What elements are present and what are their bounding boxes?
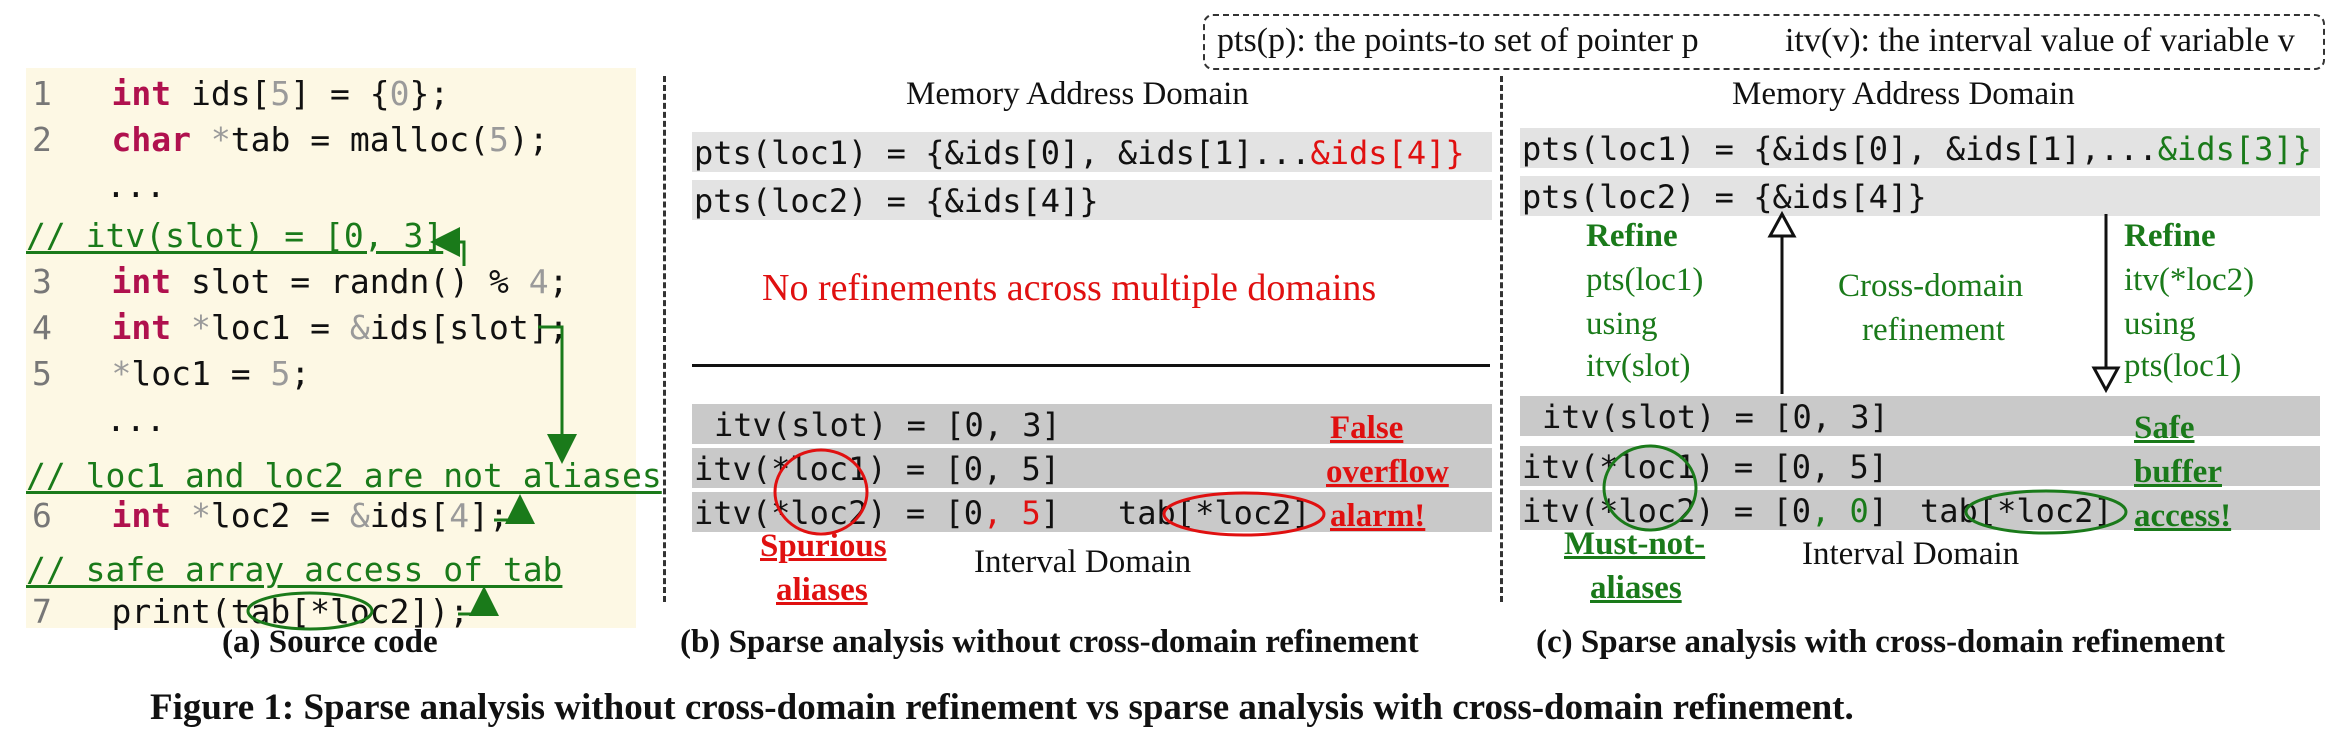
- c-refine-left-4: itv(slot): [1586, 348, 1691, 384]
- caption-b: (b) Sparse analysis without cross-domain…: [680, 624, 1419, 660]
- c-itv-loc1-bar: [1520, 446, 2320, 486]
- b-itv-slot-text: itv(slot) = [0, 3]: [714, 406, 1061, 444]
- b-itv-slot-bar: [692, 404, 1492, 444]
- c-cross-domain-2: refinement: [1862, 312, 2005, 348]
- c-itv-loc2-text: itv(*loc2) = [0, 0]: [1522, 492, 1889, 530]
- arrow-loc1-to-comment: [538, 325, 577, 464]
- c-interval-domain-title: Interval Domain: [1802, 536, 2020, 572]
- code-ellipsis-2: ...: [106, 400, 166, 439]
- b-false-alarm-2: overflow: [1326, 454, 1449, 490]
- c-must-not-1: Must-not-: [1564, 526, 1706, 562]
- c-refine-right-2: itv(*loc2): [2124, 262, 2255, 298]
- c-pts1-bar: [1520, 128, 2320, 168]
- b-memory-domain-title: Memory Address Domain: [906, 76, 1249, 112]
- c-must-not-2: aliases: [1590, 570, 1682, 606]
- c-itv-loc2-bar: [1520, 490, 2320, 530]
- c-cross-domain-1: Cross-domain: [1838, 268, 2024, 304]
- arrow-itv-slot: [430, 227, 466, 266]
- c-safe-access-3: access!: [2134, 498, 2232, 534]
- b-itv-loc2-text: itv(*loc2) = [0, 5]: [694, 494, 1061, 532]
- c-itv-slot-text: itv(slot) = [0, 3]: [1542, 398, 1889, 436]
- code-line-5: 5 *loc1 = 5;: [32, 354, 311, 393]
- code-comment-not-aliases: // loc1 and loc2 are not aliases: [26, 456, 662, 495]
- b-false-alarm-3: alarm!: [1330, 498, 1426, 534]
- c-itv-loc1-text: itv(*loc1) = [0, 5]: [1522, 448, 1889, 486]
- c-refine-left-3: using: [1586, 306, 1658, 342]
- ellipse-code-loc2: [246, 591, 374, 631]
- source-code-panel: 1 int ids[5] = {0}; 2 char *tab = malloc…: [26, 68, 662, 631]
- c-pts1-text: pts(loc1) = {&ids[0], &ids[1],...&ids[3]…: [1522, 130, 2312, 168]
- b-false-alarm-1: False: [1330, 410, 1404, 446]
- c-refine-right-3: using: [2124, 306, 2196, 342]
- code-line-1: 1 int ids[5] = {0};: [32, 74, 450, 113]
- c-memory-domain-title: Memory Address Domain: [1732, 76, 2075, 112]
- legend-pts: pts(p): the points-to set of pointer p: [1217, 22, 1699, 59]
- legend-box: pts(p): the points-to set of pointer p i…: [1203, 14, 2325, 70]
- code-line-4: 4 int *loc1 = &ids[slot];: [32, 308, 569, 347]
- separator-b-c: [1500, 76, 1503, 602]
- b-itv-loc2-bar: [692, 492, 1492, 532]
- c-refine-right-4: pts(loc1): [2124, 348, 2242, 384]
- code-ellipsis-1: ...: [106, 166, 166, 205]
- b-spurious-label-2: aliases: [776, 572, 868, 608]
- b-pts1-text: pts(loc1) = {&ids[0], &ids[1]...&ids[4]}: [694, 134, 1465, 172]
- code-comment-itv-slot: // itv(slot) = [0, 3]: [26, 216, 444, 255]
- ellipse-b-spurious: [773, 448, 869, 536]
- b-interval-domain-title: Interval Domain: [974, 544, 1192, 580]
- code-line-6: 6 int *loc2 = &ids[4];: [32, 496, 509, 535]
- c-refine-left-2: pts(loc1): [1586, 262, 1704, 298]
- legend-itv: itv(v): the interval value of variable v: [1785, 22, 2295, 59]
- caption-a: (a) Source code: [222, 624, 438, 660]
- ellipse-c-must-not: [1602, 444, 1698, 532]
- b-pts1-bar: [692, 132, 1492, 172]
- c-pts2-bar: [1520, 176, 2320, 216]
- figure-caption: Figure 1: Sparse analysis without cross-…: [150, 687, 1854, 728]
- arrow-c-down-head: [2091, 366, 2121, 394]
- code-comment-safe-access: // safe array access of tab: [26, 550, 563, 589]
- c-refine-right-1: Refine: [2124, 218, 2216, 254]
- arrow-loc2-to-comment: [494, 494, 535, 524]
- c-refine-left-1: Refine: [1586, 218, 1678, 254]
- c-safe-access-2: buffer: [2134, 454, 2222, 490]
- b-pts2-text: pts(loc2) = {&ids[4]}: [694, 182, 1099, 220]
- b-no-refinements: No refinements across multiple domains: [762, 267, 1377, 309]
- b-itv-loc1-text: itv(*loc1) = [0, 5]: [694, 450, 1061, 488]
- code-line-3: 3 int slot = randn() % 4;: [32, 262, 569, 301]
- ellipse-c-tab: [1964, 489, 2128, 535]
- code-line-2: 2 char *tab = malloc(5);: [32, 120, 549, 159]
- separator-a-b: [663, 76, 666, 602]
- ellipse-b-tab: [1162, 491, 1326, 537]
- caption-c: (c) Sparse analysis with cross-domain re…: [1536, 624, 2226, 660]
- c-safe-access-1: Safe: [2134, 410, 2195, 446]
- b-domain-divider: [692, 364, 1490, 367]
- c-itv-slot-bar: [1520, 396, 2320, 436]
- b-pts2-bar: [692, 180, 1492, 220]
- b-itv-loc1-bar: [692, 448, 1492, 488]
- c-pts2-text: pts(loc2) = {&ids[4]}: [1522, 178, 1927, 216]
- arrow-c-up-head: [1767, 210, 1797, 238]
- arrow-tab-to-comment: [458, 586, 499, 616]
- code-line-7: 7 print(tab[*loc2]);: [32, 592, 470, 631]
